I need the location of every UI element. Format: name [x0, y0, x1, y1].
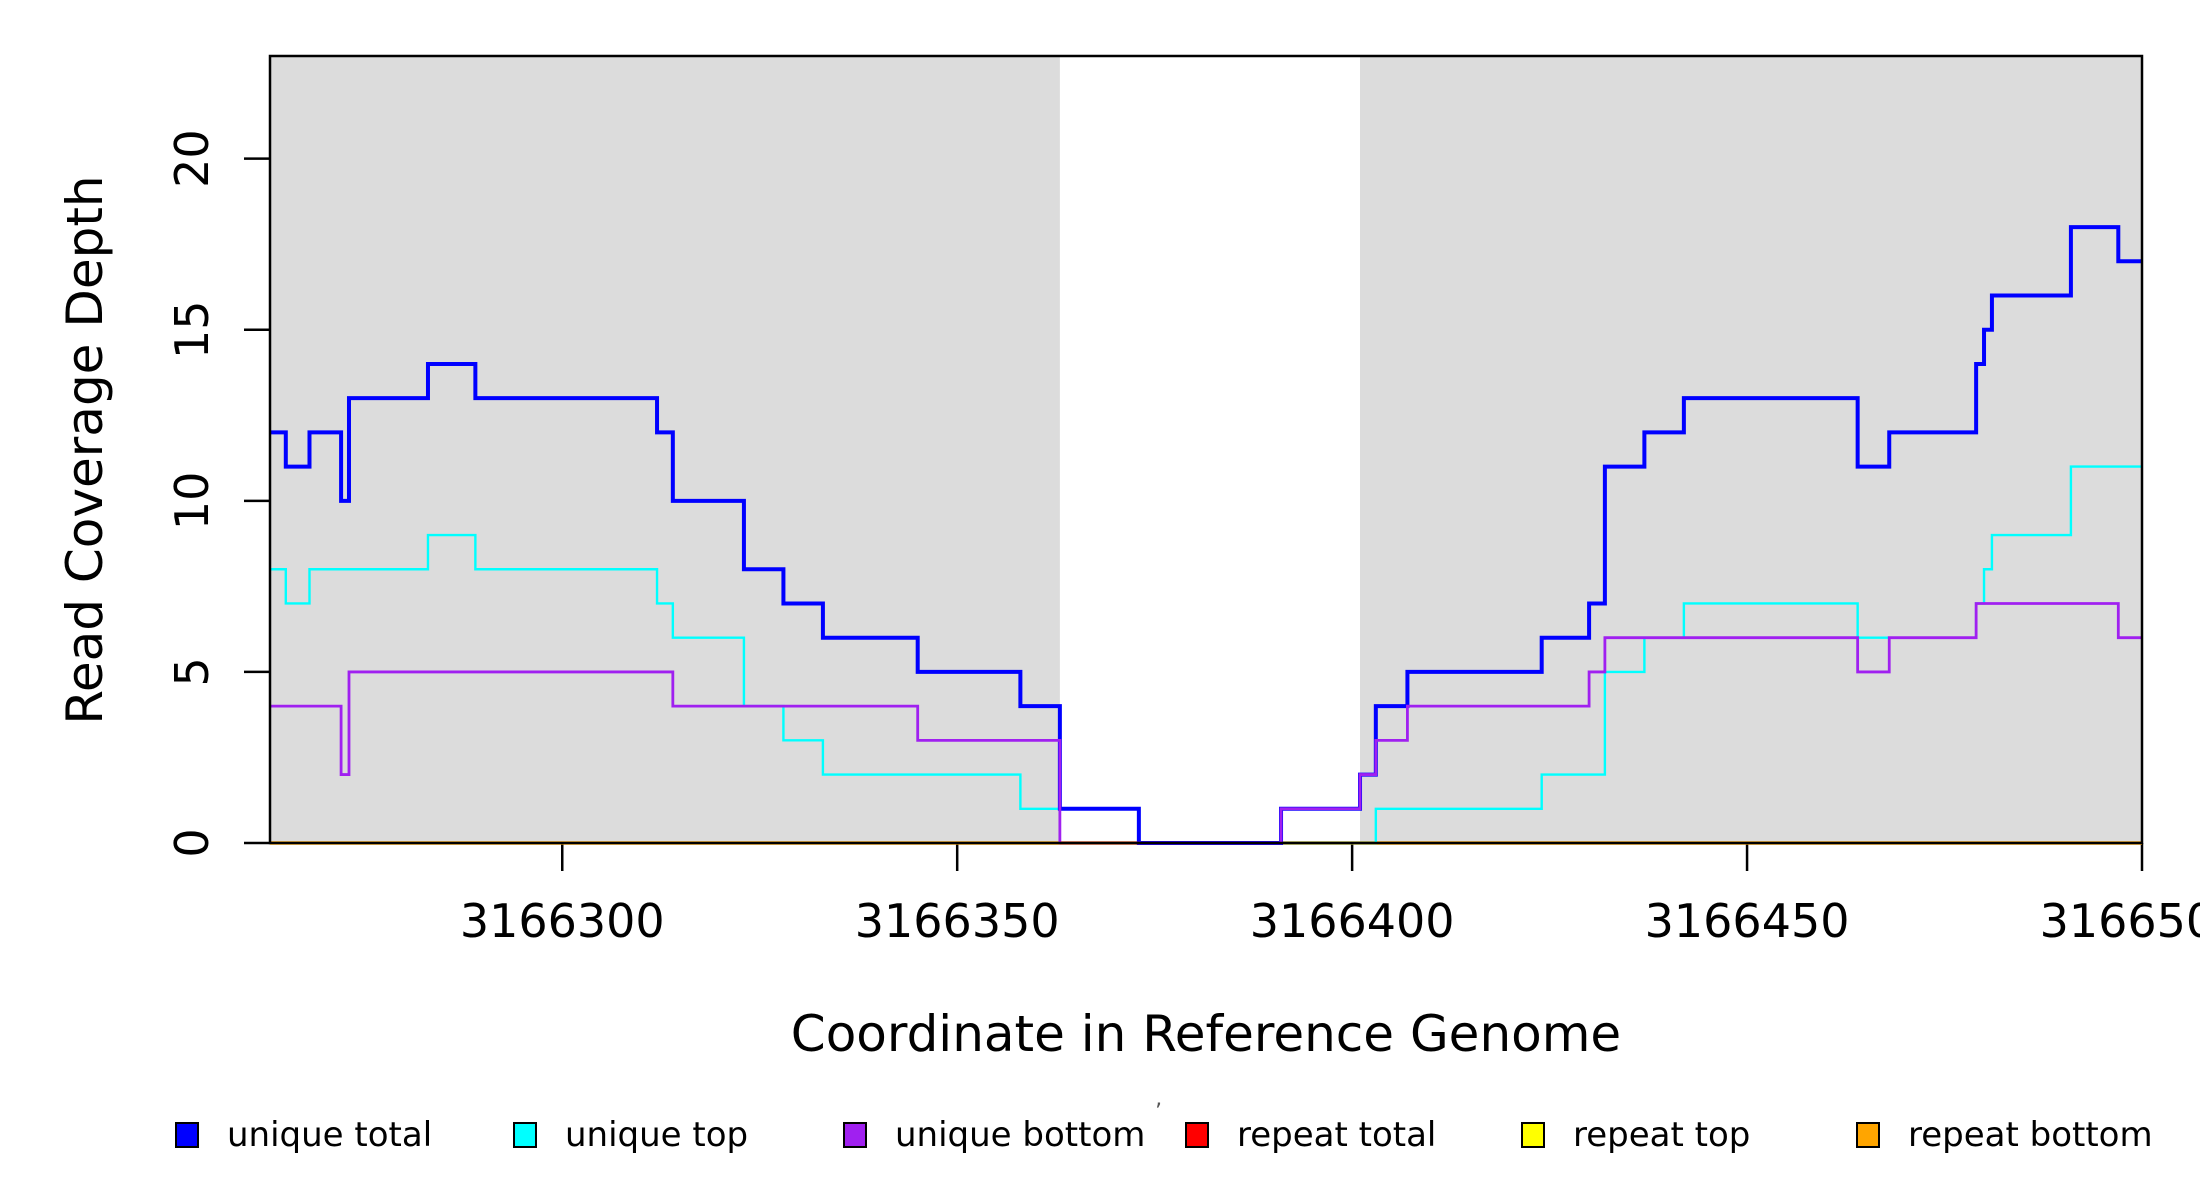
- y-tick-label: 0: [165, 828, 219, 857]
- plot-frame: [268, 54, 2144, 845]
- shaded-region: [270, 56, 1060, 843]
- x-tick-label: 3166500: [2040, 894, 2200, 948]
- y-tick-label: 5: [165, 657, 219, 686]
- y-tick-label: 20: [165, 129, 219, 188]
- y-tick-label: 15: [165, 300, 219, 359]
- y-tick-label: 10: [165, 472, 219, 531]
- axes: 3166300 3166350 3166400 3166450 3166500 0 5 10 1…: [165, 129, 2200, 948]
- series-line-unique-bottom: [270, 602, 2142, 845]
- x-tick-label: 3166300: [460, 894, 665, 948]
- x-tick-label: 3166450: [1645, 894, 1850, 948]
- x-tick-label: 3166350: [855, 894, 1060, 948]
- x-axis-title: Coordinate in Reference Genome: [790, 1005, 1622, 1063]
- y-axis-title: Read Coverage Depth: [56, 175, 114, 725]
- shaded-region: [1360, 56, 2142, 843]
- shaded-regions: [270, 56, 2142, 843]
- x-tick-label: 3166400: [1250, 894, 1455, 948]
